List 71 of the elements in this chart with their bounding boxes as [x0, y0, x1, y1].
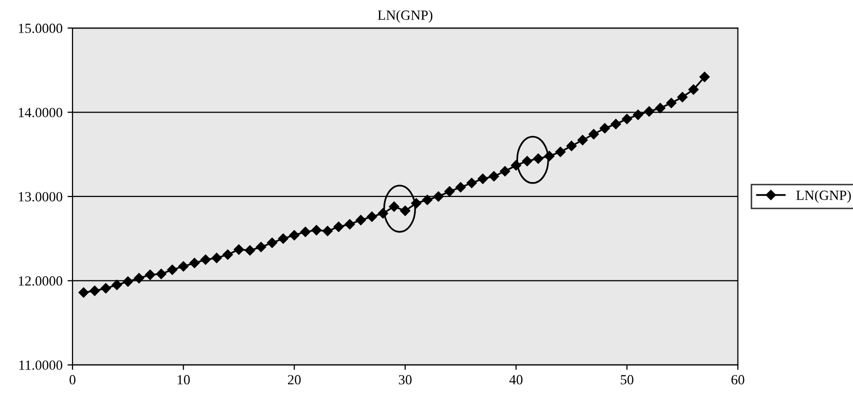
point — [311, 225, 322, 236]
x-tick-label: 60 — [731, 375, 744, 384]
point — [145, 270, 156, 280]
point — [622, 114, 632, 124]
point — [610, 118, 621, 130]
y-tick-label: 13.0000 — [18, 192, 62, 202]
point — [510, 160, 522, 170]
point — [666, 98, 676, 108]
point — [189, 258, 200, 268]
x-tick-label: 0 — [70, 375, 76, 384]
point — [644, 106, 654, 117]
chart-title: LN(GNP) — [378, 10, 432, 23]
point — [322, 226, 333, 236]
y-tick-label: 14.0000 — [18, 108, 62, 118]
point — [422, 194, 432, 205]
point — [488, 171, 499, 182]
point — [334, 222, 344, 232]
point — [588, 129, 599, 140]
point — [655, 102, 666, 114]
point — [699, 72, 710, 82]
x-tick-label: 50 — [620, 375, 634, 384]
point — [90, 286, 100, 296]
point — [632, 110, 644, 120]
point — [156, 268, 166, 280]
point — [400, 206, 410, 216]
point — [78, 287, 89, 298]
point — [100, 283, 111, 294]
point — [533, 153, 544, 164]
point — [300, 226, 310, 237]
point — [244, 245, 256, 256]
x-tick-label: 30 — [398, 375, 412, 384]
point — [478, 174, 488, 184]
point — [178, 261, 189, 272]
point — [555, 146, 566, 157]
point — [688, 84, 699, 95]
point — [278, 233, 288, 244]
point — [456, 182, 466, 192]
x-tick-label: 40 — [509, 375, 522, 384]
point — [544, 150, 554, 162]
point — [388, 201, 400, 212]
point — [411, 198, 422, 208]
point — [366, 212, 378, 222]
point — [378, 208, 388, 218]
point — [677, 92, 688, 102]
point — [256, 242, 266, 252]
point — [444, 186, 455, 197]
x-tick-label: 10 — [178, 375, 190, 384]
point — [122, 276, 134, 287]
point — [167, 264, 178, 275]
y-tick-label: 12.0000 — [18, 276, 62, 286]
y-tick-label: 15.0000 — [18, 24, 62, 34]
point — [577, 134, 588, 146]
point — [289, 230, 300, 240]
legend-label: LN(GNP) — [796, 190, 851, 203]
point — [234, 244, 244, 255]
point — [500, 166, 510, 176]
point — [200, 254, 211, 265]
point — [266, 238, 278, 248]
point — [600, 123, 610, 134]
y-tick-label: 11.0000 — [19, 360, 62, 370]
point — [212, 252, 222, 264]
point — [356, 214, 366, 226]
point — [433, 191, 444, 202]
point — [112, 280, 122, 290]
point — [134, 273, 144, 284]
point — [222, 249, 233, 260]
x-tick-label: 20 — [288, 375, 301, 384]
point — [466, 178, 477, 188]
point — [344, 219, 355, 230]
point — [566, 140, 577, 152]
point — [522, 156, 532, 166]
